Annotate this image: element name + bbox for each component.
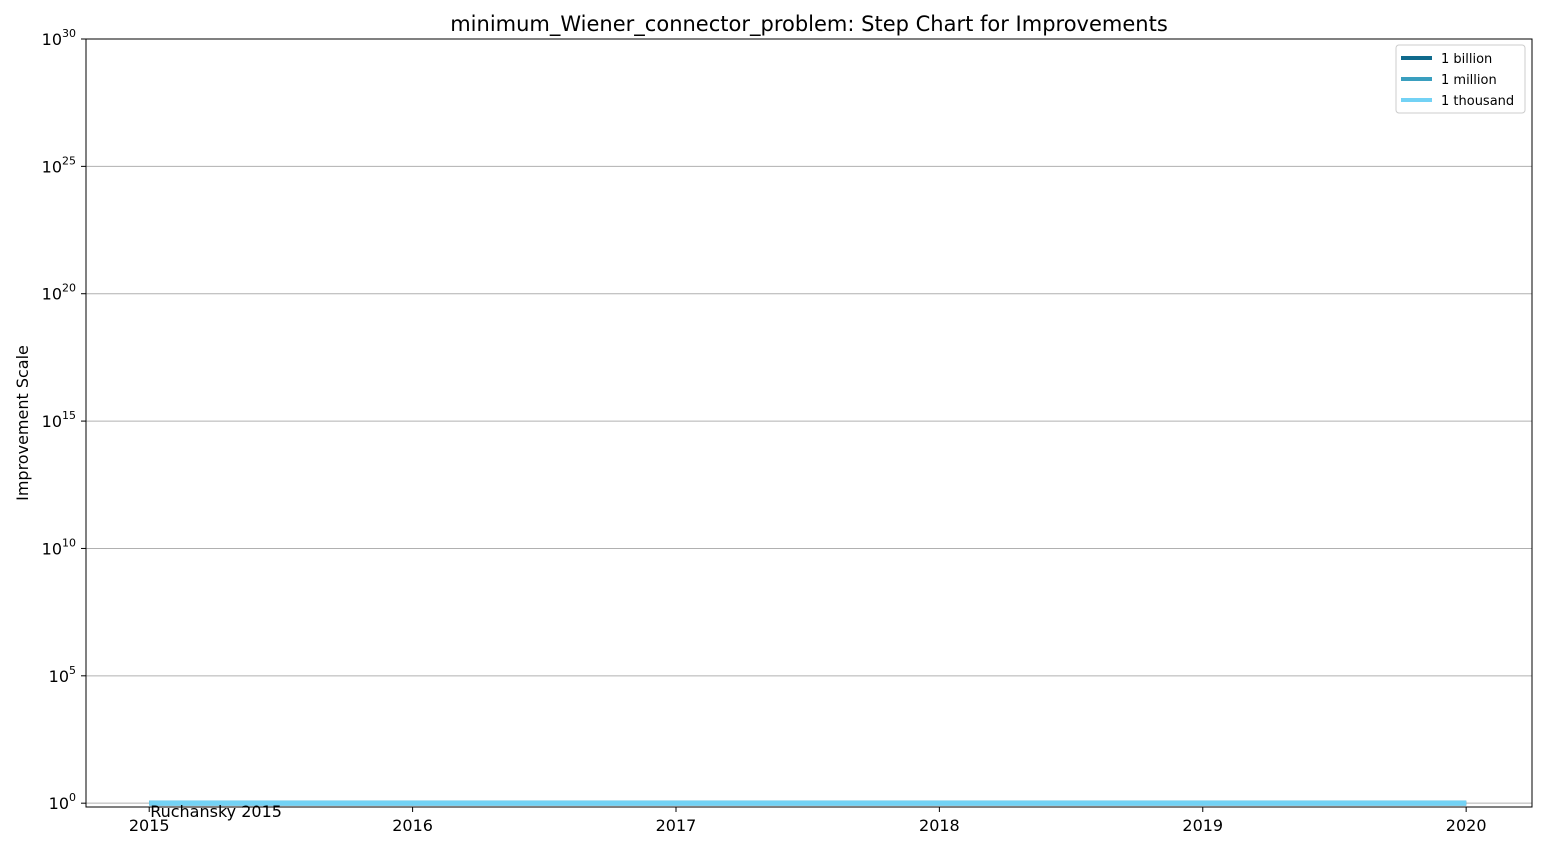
- y-tick-label: 1015: [42, 409, 76, 431]
- y-tick-label: 1030: [42, 27, 76, 49]
- legend-label: 1 billion: [1441, 52, 1492, 67]
- legend-label: 1 thousand: [1441, 94, 1514, 109]
- plot-frame: [85, 38, 1533, 808]
- grid-lines: [86, 38, 1532, 804]
- y-tick-label: 1020: [42, 282, 76, 304]
- x-tick-label: 2018: [919, 816, 960, 835]
- x-tick-label: 2015: [129, 816, 170, 835]
- annotations: Ruchansky 2015: [150, 802, 282, 821]
- x-tick-label: 2017: [656, 816, 697, 835]
- x-tick-label: 2019: [1182, 816, 1223, 835]
- x-tick-label: 2020: [1446, 816, 1487, 835]
- x-axis: 2015 2016 2017 2018 2019 2020: [129, 807, 1487, 835]
- y-tick-label: 100: [49, 791, 76, 813]
- legend: 1 billion 1 million 1 thousand: [1395, 44, 1526, 114]
- y-axis: 100 105 1010 1015 1020 1025 1030: [42, 27, 86, 813]
- y-axis-label: Improvement Scale: [13, 345, 32, 501]
- y-tick-label: 105: [49, 664, 76, 686]
- legend-box: [1395, 44, 1526, 114]
- legend-label: 1 million: [1441, 73, 1497, 88]
- x-tick-label: 2016: [392, 816, 433, 835]
- y-tick-label: 1025: [42, 154, 76, 176]
- y-tick-label: 1010: [42, 536, 76, 558]
- chart-title: minimum_Wiener_connector_problem: Step C…: [450, 12, 1168, 37]
- annotation-label: Ruchansky 2015: [150, 802, 282, 821]
